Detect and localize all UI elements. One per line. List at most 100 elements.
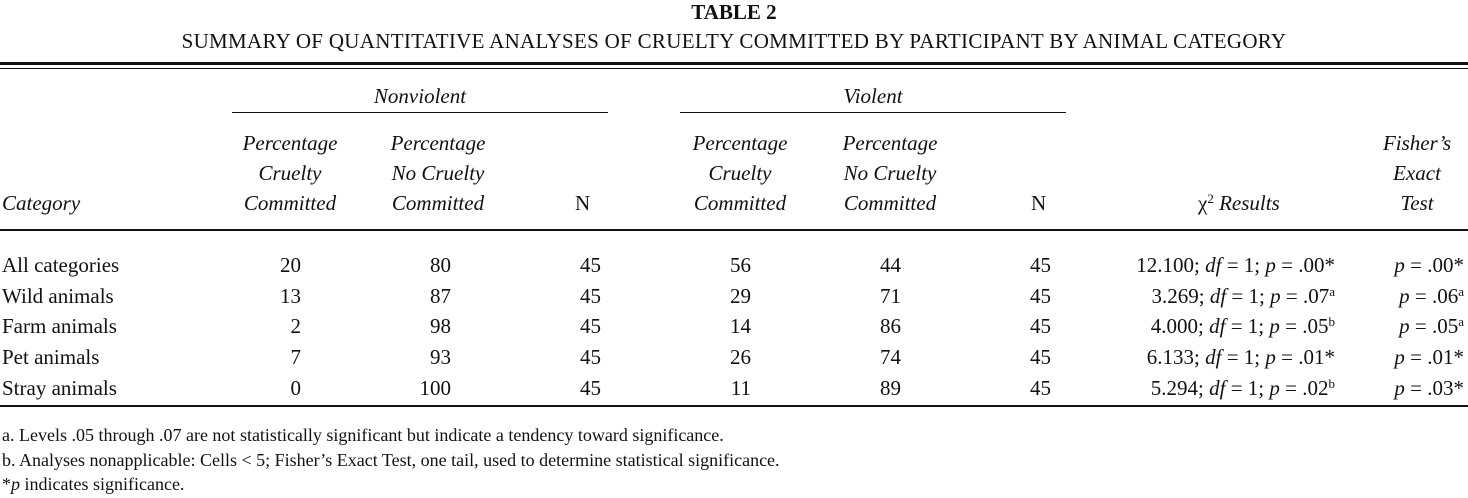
df-value: = 1;: [1226, 284, 1271, 308]
cell-nv-no-cruelty: 93: [430, 345, 451, 369]
p-label: p: [1394, 376, 1405, 400]
header-rule: [0, 229, 1468, 231]
chi-value: 5.294: [1150, 376, 1199, 400]
header-line: Committed: [693, 191, 787, 215]
cell-nv-cruelty: 7: [290, 345, 302, 369]
df-label: df: [1209, 284, 1227, 308]
footnote-a: a. Levels .05 through .07 are not statis…: [2, 425, 724, 445]
cell-nv-cruelty: 2: [290, 314, 302, 338]
cell-nv-cruelty: 20: [280, 253, 301, 277]
chi-footnote-mark: a: [1329, 284, 1335, 299]
p-equals: =: [1404, 253, 1428, 277]
header-line: Percentage: [242, 131, 338, 155]
cell-nv-no-cruelty: 100: [419, 376, 452, 400]
p-equals: =: [1409, 314, 1432, 338]
p-equals: =: [1275, 345, 1299, 369]
group-underline-nonviolent: [232, 112, 608, 113]
cell-nv-n: 45: [580, 284, 601, 308]
header-line: Fisher’s: [1382, 131, 1452, 155]
chi-symbol: χ: [1198, 191, 1208, 215]
cell-nv-cruelty: 0: [290, 376, 302, 400]
header-line: Percentage: [390, 131, 486, 155]
chi-value: 3.269: [1151, 284, 1199, 308]
header-line: Committed: [843, 191, 937, 215]
cell-v-no-cruelty: 44: [880, 253, 901, 277]
cell-v-n: 45: [1030, 253, 1051, 277]
fisher-p-value: .01*: [1427, 345, 1464, 369]
df-label: df: [1209, 314, 1226, 338]
header-line: Test: [1400, 191, 1434, 215]
chi-value: 6.133: [1146, 345, 1195, 369]
header-line: Cruelty: [258, 161, 322, 185]
cell-fisher: p = .06a: [1340, 281, 1464, 312]
cell-fisher: p = .03*: [1340, 373, 1464, 404]
chi-p-value: .05: [1302, 314, 1329, 338]
cell-v-no-cruelty: 74: [880, 345, 901, 369]
df-value: = 1;: [1225, 376, 1270, 400]
footnote-star: *p indicates significance.: [2, 474, 184, 495]
chi-label: Results: [1213, 191, 1280, 215]
cell-v-cruelty: 56: [730, 253, 751, 277]
df-value: = 1;: [1221, 345, 1266, 369]
cell-v-cruelty: 14: [730, 314, 751, 338]
chi-p-value: .00*: [1298, 253, 1335, 277]
p-equals: =: [1279, 314, 1303, 338]
cell-nv-n: 45: [580, 376, 601, 400]
header-line: Percentage: [692, 131, 788, 155]
p-label: p: [1265, 253, 1276, 277]
cell-nv-n: 45: [580, 345, 601, 369]
group-header-violent: Violent: [843, 84, 903, 108]
cell-v-no-cruelty: 86: [880, 314, 901, 338]
p-label: p: [1270, 284, 1281, 308]
cell-v-n: 45: [1030, 284, 1051, 308]
top-rule-thin: [0, 68, 1468, 69]
cell-chi-results: 4.000; df = 1; p = .05b: [1150, 314, 1336, 338]
p-label: p: [1394, 345, 1405, 369]
header-v-pct-no-cruelty: Percentage No Cruelty Committed: [820, 128, 960, 218]
p-label: p: [1399, 314, 1410, 338]
cell-category: All categories: [2, 253, 120, 277]
chi-footnote-mark: b: [1328, 314, 1336, 329]
fisher-footnote-mark: a: [1458, 314, 1464, 329]
p-label: p: [1265, 345, 1276, 369]
cell-v-n: 45: [1030, 376, 1051, 400]
header-line: Committed: [243, 191, 337, 215]
df-label: df: [1205, 345, 1222, 369]
cell-category: Stray animals: [2, 376, 117, 400]
p-label: p: [1269, 314, 1280, 338]
star-symbol: *: [2, 474, 11, 494]
cell-nv-no-cruelty: 80: [430, 253, 451, 277]
chi-superscript: 2: [1207, 191, 1214, 206]
cell-v-cruelty: 11: [730, 376, 751, 400]
header-category: Category: [2, 191, 81, 215]
header-line: No Cruelty: [843, 161, 937, 185]
footnote-b: b. Analyses nonapplicable: Cells < 5; Fi…: [2, 450, 780, 470]
fisher-p-value: .00*: [1427, 253, 1464, 277]
cell-chi-results: 5.294; df = 1; p = .02b: [1150, 376, 1335, 400]
cell-nv-no-cruelty: 98: [430, 314, 451, 338]
cell-category: Wild animals: [2, 284, 114, 308]
header-line: Exact: [1393, 161, 1441, 185]
chi-value: 12.100: [1136, 253, 1195, 277]
header-line: Committed: [391, 191, 485, 215]
p-equals: =: [1279, 376, 1303, 400]
cell-category: Pet animals: [2, 345, 100, 369]
cell-v-no-cruelty: 71: [880, 284, 901, 308]
p-label: p: [1394, 253, 1405, 277]
df-label: df: [1209, 376, 1226, 400]
star-text: indicates significance.: [20, 474, 185, 494]
chi-p-value: .07: [1302, 284, 1330, 308]
df-value: = 1;: [1225, 314, 1270, 338]
chi-p-value: .02: [1302, 376, 1329, 400]
cell-v-cruelty: 29: [730, 284, 751, 308]
header-chi-results: χ2 Results: [1198, 188, 1280, 218]
p-equals: =: [1409, 284, 1432, 308]
cell-category: Farm animals: [2, 314, 117, 338]
table-title: SUMMARY OF QUANTITATIVE ANALYSES OF CRUE…: [181, 29, 1287, 53]
p-equals: =: [1275, 253, 1299, 277]
cell-nv-n: 45: [580, 253, 601, 277]
table-label: TABLE 2: [691, 0, 777, 24]
fisher-p-value: .06: [1431, 284, 1459, 308]
p-label: p: [1269, 376, 1280, 400]
header-fisher-exact: Fisher’s Exact Test: [1372, 128, 1462, 218]
